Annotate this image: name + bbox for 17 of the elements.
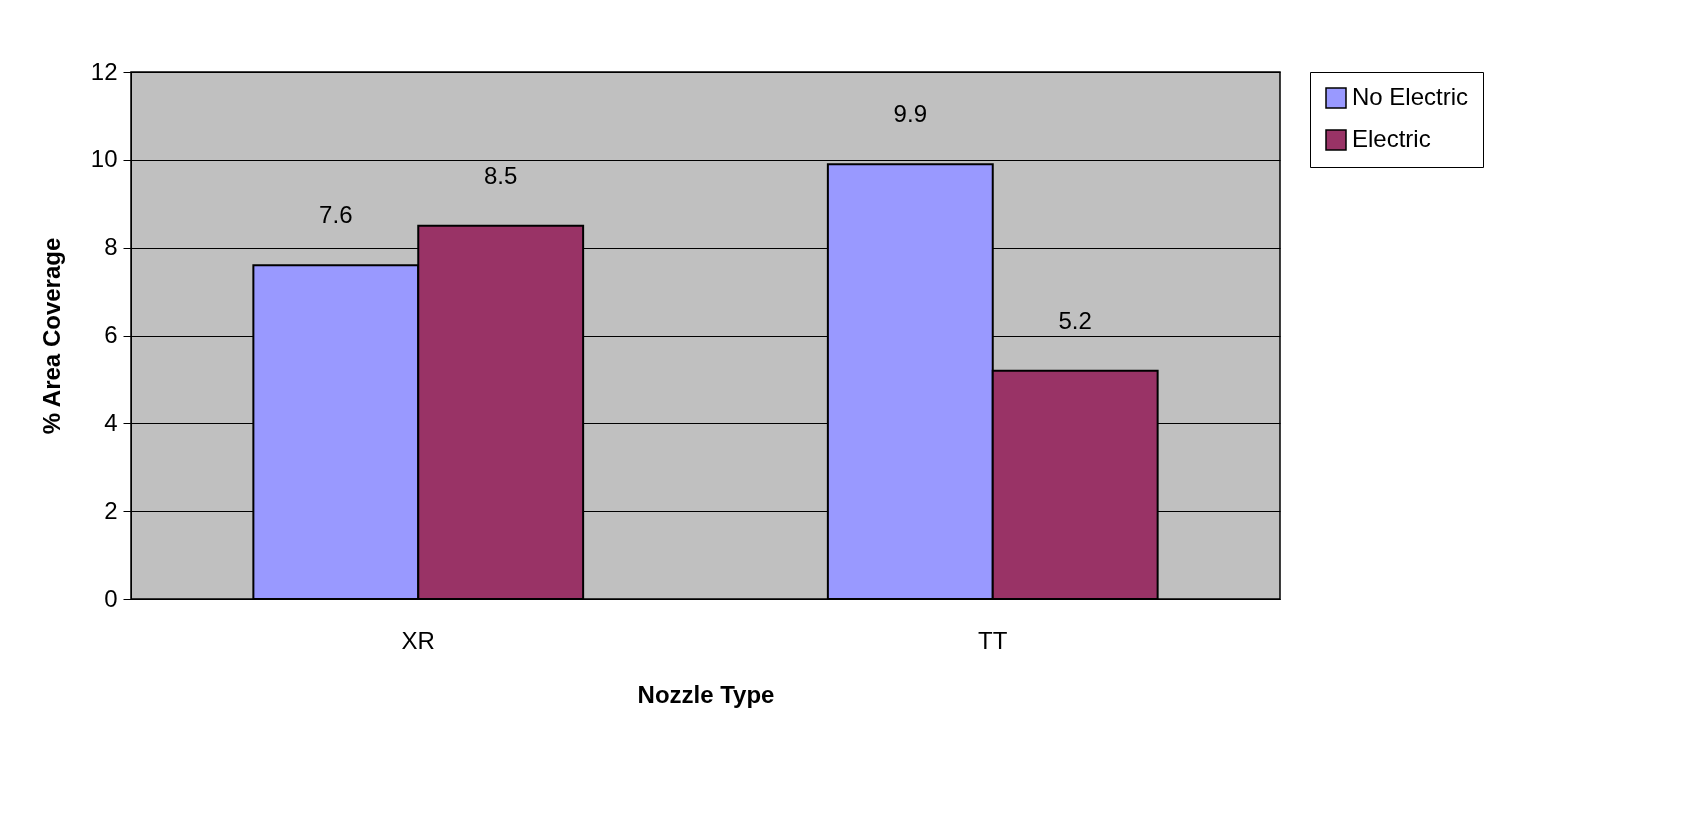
- x-axis-title: Nozzle Type: [637, 680, 775, 708]
- x-tick-label: XR: [401, 626, 435, 654]
- data-label: 7.6: [319, 201, 353, 229]
- y-tick-label: 0: [104, 584, 118, 612]
- legend-label: Electric: [1352, 125, 1431, 152]
- legend-label: No Electric: [1352, 83, 1469, 110]
- y-axis-title: % Area Coverage: [37, 237, 65, 435]
- x-tick-label: TT: [978, 626, 1008, 654]
- y-tick-label: 8: [104, 233, 118, 261]
- y-tick-label: 4: [104, 408, 118, 436]
- y-tick-label: 12: [90, 57, 118, 85]
- data-label: 5.2: [1058, 306, 1092, 334]
- data-label: 8.5: [484, 161, 518, 189]
- y-tick-label: 10: [90, 145, 118, 173]
- data-label: 9.9: [893, 100, 927, 128]
- y-tick-label: 2: [104, 496, 118, 524]
- y-tick-label: 6: [104, 321, 118, 348]
